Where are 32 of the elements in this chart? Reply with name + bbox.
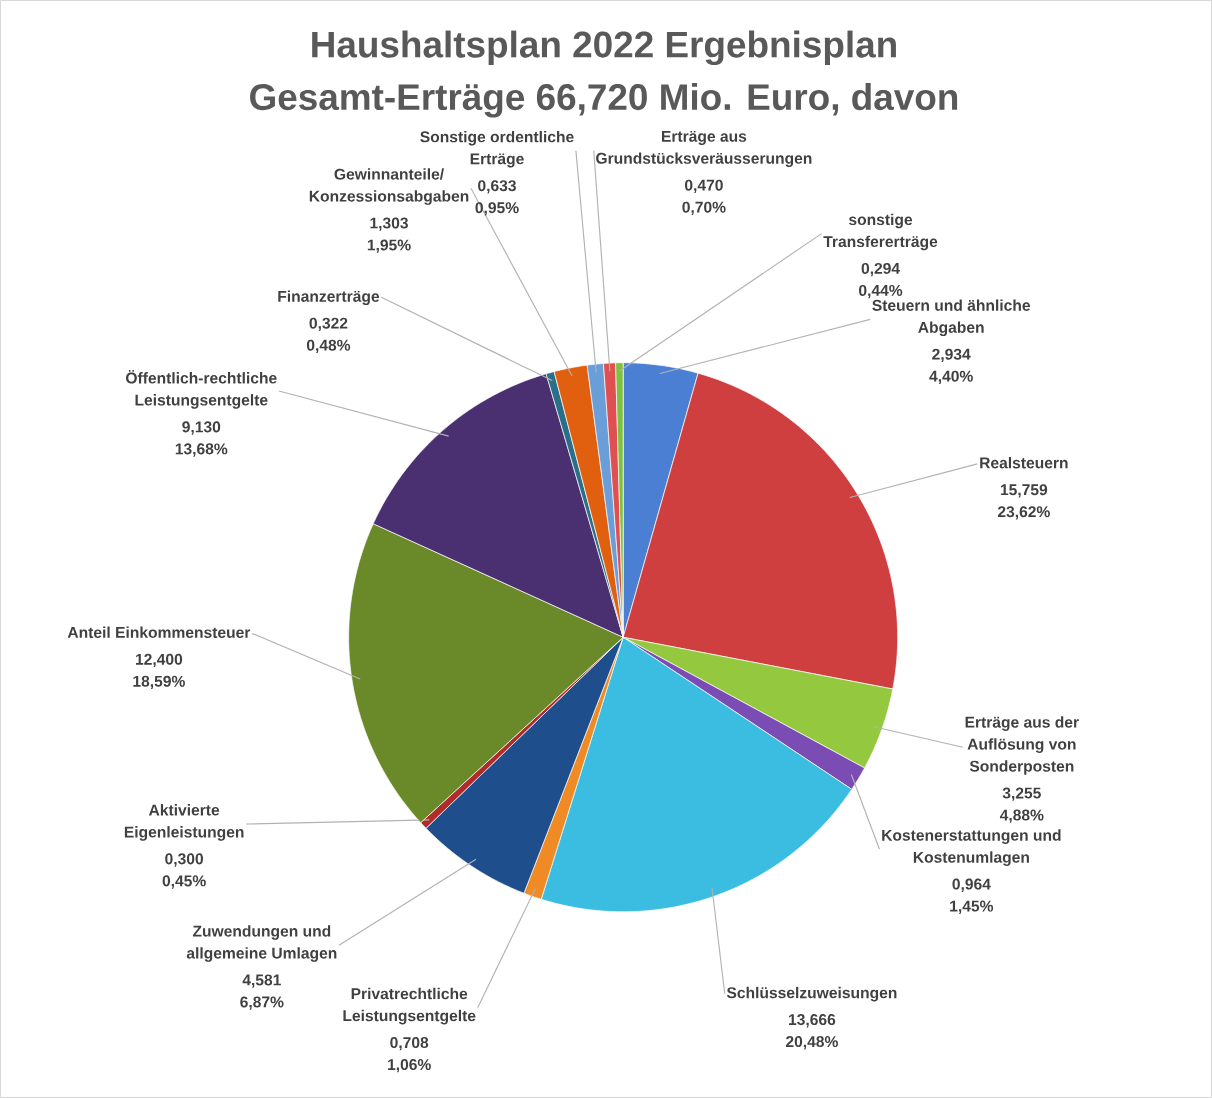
slice-label: Erträge aus der Auflösung von Sonderposten (965, 716, 1079, 775)
slice-label: Sonstige ordentliche Erträge (420, 130, 574, 168)
data-label: 9,130 13,68% (175, 421, 228, 457)
slice-label: Schlüsselzuweisungen (726, 986, 897, 1002)
data-label: 12,400 18,59% (133, 653, 185, 690)
data-label: 0,322 0,48% (306, 317, 351, 353)
slice-label: Öffentlich-rechtliche Leistungsentgelte (126, 370, 277, 409)
data-label: 13,666 20,48% (785, 1014, 838, 1050)
chart-subtitle: Gesamt-Erträge 66,720 Mio. Euro, davon (250, 83, 958, 118)
data-label: 0,633 0,95% (475, 180, 519, 216)
slice-label: Kostenerstattungen und Kostenumlagen (882, 829, 1061, 866)
slice-label: sonstige Transfererträge (823, 213, 938, 251)
slice-label: Gewinnanteile/ Konzessionsabgaben (309, 168, 469, 205)
data-label: 4,581 6,87% (240, 974, 284, 1010)
slice-label: Privatrechtliche Leistungsentgelte (343, 987, 476, 1025)
data-label: 0,708 1,06% (388, 1037, 431, 1073)
data-label: 0,470 0,70% (682, 179, 726, 215)
data-label: 15,759 23,62% (997, 484, 1050, 520)
data-label: 2,934 4,40% (929, 348, 973, 385)
data-label: 0,300 0,45% (162, 853, 206, 889)
slice-label: Zuwendungen und allgemeine Umlagen (186, 925, 337, 962)
slice-label: Erträge aus Grundstücksveräusserungen (596, 130, 812, 168)
data-label: 0,294 0,44% (859, 262, 903, 299)
slice-label: Steuern und ähnliche Abgaben (872, 299, 1031, 337)
slice-label: Realsteuern (980, 456, 1068, 469)
data-label: 3,255 4,88% (999, 787, 1044, 823)
slice-label: Finanzerträge (278, 290, 380, 306)
data-label: 1,303 1,95% (367, 217, 411, 253)
slice-label: Anteil Einkommensteuer (67, 626, 251, 639)
data-label: 0,964 1,45% (950, 878, 994, 914)
chart-title: Haushaltsplan 2022 Ergebnisplan (312, 30, 896, 66)
slice-label: Aktivierte Eigenleistungen (124, 804, 244, 841)
